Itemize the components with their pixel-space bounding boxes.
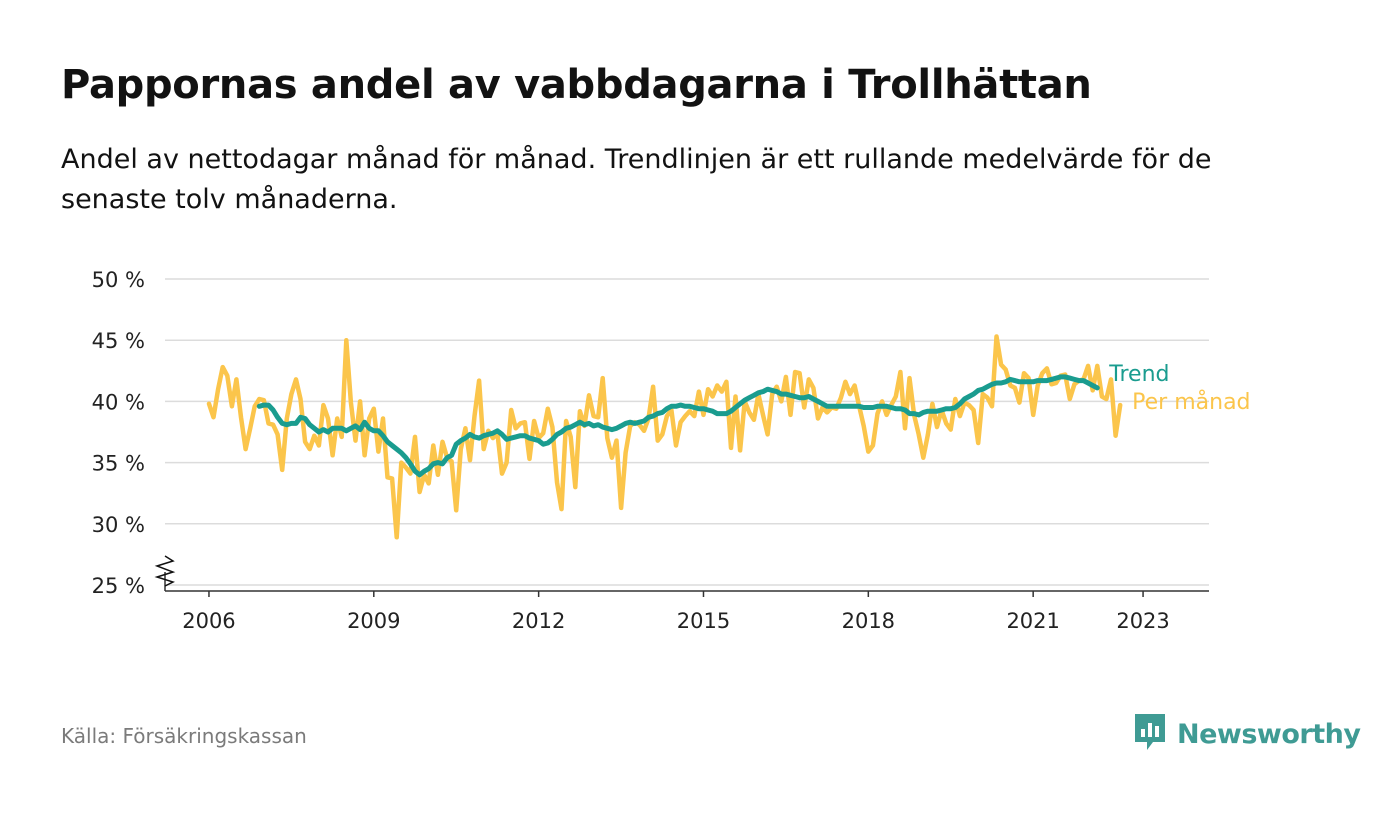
trend-line [256,374,1100,478]
axis-break-mark [154,555,176,587]
series-lines [206,334,1123,540]
monthly-line [206,334,1123,540]
x-tick-label: 2023 [1116,609,1169,633]
source-note: Källa: Försäkringskassan [61,724,307,748]
x-tick-label: 2018 [842,609,895,633]
y-tick-label: 40 % [92,390,145,414]
x-tick-label: 2006 [182,609,235,633]
brand-logo[interactable]: Newsworthy [1133,712,1361,756]
monthly-label: Per månad [1132,389,1250,415]
trend-label: Trend [1108,362,1169,387]
y-tick-label: 30 % [92,513,145,537]
y-tick-label: 50 % [92,268,145,292]
y-axis-ticks: 25 % 30 % 35 % 40 % 45 % 50 % [92,268,145,598]
brand-name: Newsworthy [1177,718,1361,750]
y-tick-label: 35 % [92,452,145,476]
chart-subtitle: Andel av nettodagar månad för månad. Tre… [61,144,1212,215]
x-tick-label: 2015 [677,609,730,633]
x-axis-ticks: 2006 2009 2012 2015 2018 2021 2023 [182,591,1170,633]
y-tick-label: 25 % [92,574,145,598]
chart-title: Pappornas andel av vabbdagarna i Trollhä… [61,62,1092,108]
x-tick-label: 2012 [512,609,565,633]
x-tick-label: 2021 [1006,609,1059,633]
x-axis [154,555,1209,592]
newsworthy-logo-icon [1133,712,1167,756]
y-tick-label: 45 % [92,329,145,353]
x-tick-label: 2009 [347,609,400,633]
